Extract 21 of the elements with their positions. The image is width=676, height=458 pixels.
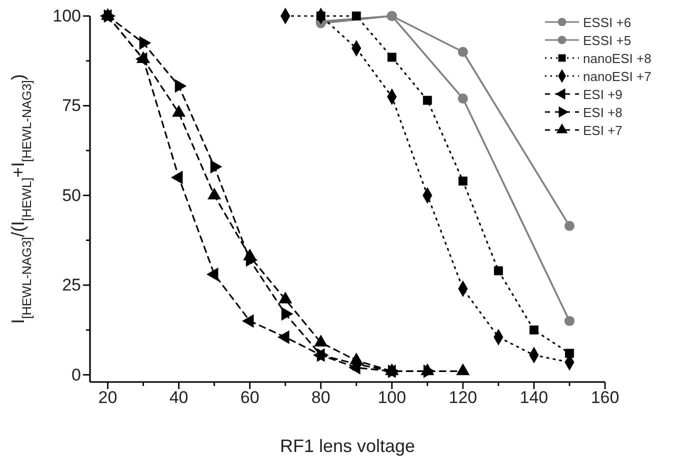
y-tick-label: 0 — [72, 365, 81, 384]
legend-label: ESSI +6 — [583, 15, 632, 30]
x-tick-label: 20 — [98, 388, 118, 408]
y-tick-label: 100 — [52, 6, 81, 26]
legend-label: ESI +8 — [583, 105, 622, 120]
legend-label: nanoESI +7 — [583, 69, 652, 84]
x-tick-label: 60 — [240, 388, 260, 408]
legend-label: ESI +7 — [583, 123, 622, 138]
legend-label: ESI +9 — [583, 87, 622, 102]
x-tick-label: 160 — [590, 388, 620, 408]
x-tick-label: 120 — [448, 388, 478, 408]
x-axis-title: RF1 lens voltage — [280, 436, 416, 456]
x-tick-label: 40 — [169, 388, 188, 408]
x-tick-label: 100 — [378, 388, 406, 408]
y-tick-label: 50 — [62, 186, 81, 205]
y-tick-label: 75 — [62, 96, 81, 116]
x-tick-label: 140 — [520, 388, 548, 408]
x-tick-label: 80 — [311, 388, 330, 408]
y-tick-label: 25 — [62, 276, 81, 295]
legend-label: nanoESI +8 — [583, 51, 652, 66]
legend-label: ESSI +5 — [583, 33, 632, 48]
